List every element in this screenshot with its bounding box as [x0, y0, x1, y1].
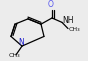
Text: CH₃: CH₃	[69, 27, 81, 32]
Text: O: O	[48, 0, 54, 9]
Text: CH₃: CH₃	[8, 53, 20, 58]
Text: NH: NH	[62, 16, 73, 25]
Text: N: N	[18, 38, 24, 47]
